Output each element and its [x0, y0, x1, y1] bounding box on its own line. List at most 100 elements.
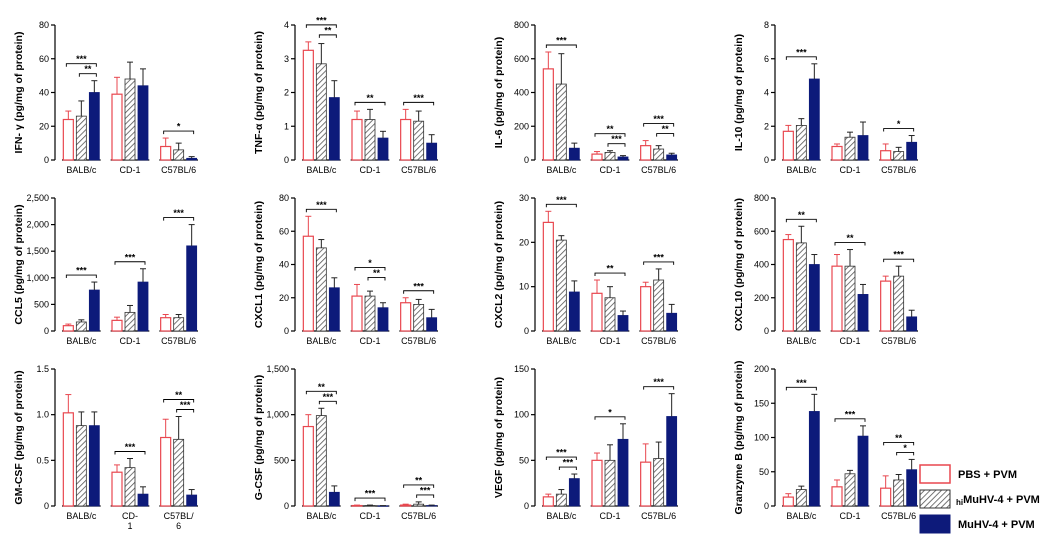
bar [88, 92, 100, 161]
category-label: BALB/c [786, 336, 817, 346]
bar [186, 157, 198, 161]
bar [111, 319, 123, 332]
significance-bracket [354, 101, 386, 106]
bar [844, 265, 856, 332]
significance-bracket [834, 242, 866, 246]
category-label: BALB/c [546, 511, 577, 521]
bar [351, 504, 363, 507]
significance-bracket [163, 217, 195, 221]
category-label: C57BL/6 [401, 511, 436, 521]
category-label: BALB/c [786, 165, 817, 175]
significance-label: *** [420, 485, 431, 495]
significance-bracket [403, 484, 435, 488]
y-tick-label: 2 [284, 88, 289, 98]
bar [795, 489, 807, 507]
significance-bracket [594, 416, 626, 420]
bar [893, 275, 905, 332]
significance-bracket [545, 456, 577, 461]
bar [124, 311, 136, 332]
category-label: 1 [127, 521, 132, 531]
bar [62, 412, 74, 507]
significance-label: *** [76, 266, 87, 276]
y-tick-label: 1.5 [36, 364, 49, 374]
significance-bracket [785, 386, 817, 391]
significance-bracket [318, 400, 337, 405]
chart-panel-8: 0 200 400 600 800 CXCL10 (pg/mg of protein) BA… [733, 193, 918, 346]
significance-label: * [177, 122, 181, 132]
significance-label: *** [653, 377, 664, 387]
significance-label: ** [324, 25, 332, 35]
bar [88, 289, 100, 332]
category-label: C57BL/6 [641, 336, 676, 346]
significance-bracket [643, 123, 675, 127]
y-tick-label: 3 [284, 54, 289, 64]
category-label: BALB/c [306, 511, 337, 521]
category-label: CD-1 [839, 165, 860, 175]
bar [75, 321, 87, 332]
category-label: C57BL/6 [881, 336, 916, 346]
significance-bracket [305, 24, 337, 28]
significance-bracket [114, 451, 146, 455]
significance-label: *** [413, 93, 424, 103]
bar [173, 317, 185, 332]
y-tick-label: 0 [44, 501, 49, 511]
significance-label: ** [798, 210, 806, 220]
y-tick-label: 50 [519, 455, 529, 465]
significance-label: *** [653, 252, 664, 262]
bar [906, 469, 918, 507]
y-tick-label: 0 [44, 326, 49, 336]
bar [111, 93, 123, 161]
legend-label-pbs: PBS + PVM [958, 469, 1017, 481]
bar [364, 295, 376, 332]
significance-bracket [785, 218, 817, 223]
bar [653, 148, 665, 161]
bar [880, 150, 892, 161]
category-label: CD-1 [599, 336, 620, 346]
bar [400, 504, 412, 507]
significance-bracket [318, 34, 337, 38]
category-label: CD-1 [359, 511, 380, 521]
bar [137, 85, 149, 161]
significance-bracket [176, 409, 195, 413]
y-tick-label: 80 [39, 20, 49, 30]
bar [364, 505, 376, 507]
bar [906, 141, 918, 161]
y-tick-label: 1 [284, 121, 289, 131]
category-label: CD-1 [599, 165, 620, 175]
y-tick-label: 4 [284, 20, 289, 30]
category-label: BALB/c [786, 511, 817, 521]
y-tick-label: 50 [759, 467, 769, 477]
y-axis-label: CXCL10 (pg/mg of protein) [733, 198, 745, 331]
bar [160, 145, 172, 161]
bar [906, 316, 918, 332]
bar [315, 415, 327, 507]
significance-label: ** [84, 64, 92, 74]
bar [186, 494, 198, 507]
significance-bracket [545, 203, 577, 208]
significance-bracket [643, 386, 675, 390]
chart-panel-6: 0 20 40 60 80 CXCL1 (pg/mg of protein) BALB/c *… [253, 193, 438, 346]
bar [857, 135, 869, 161]
bar [62, 118, 74, 161]
significance-label: *** [796, 378, 807, 388]
significance-bracket [305, 390, 337, 395]
bar [413, 503, 425, 507]
y-tick-label: 200 [754, 293, 769, 303]
y-tick-label: 500 [274, 455, 289, 465]
bar [604, 459, 616, 507]
bar [351, 118, 363, 161]
chart-panel-1: 0 20 40 60 80 IFN- γ (pg/mg of protein) BALB/c… [13, 20, 198, 175]
bar [555, 83, 567, 161]
significance-label: ** [415, 475, 423, 485]
significance-label: *** [893, 250, 904, 260]
y-tick-label: 0 [524, 501, 529, 511]
y-tick-label: 8 [764, 20, 769, 30]
legend: PBS + PVM hiMuHV-4 + PVM MuHV-4 + PVM [919, 464, 1040, 534]
bar [893, 479, 905, 507]
legend-label-himuhv: hiMuHV-4 + PVM [956, 494, 1040, 507]
bar [351, 295, 363, 332]
significance-label: *** [365, 489, 376, 499]
